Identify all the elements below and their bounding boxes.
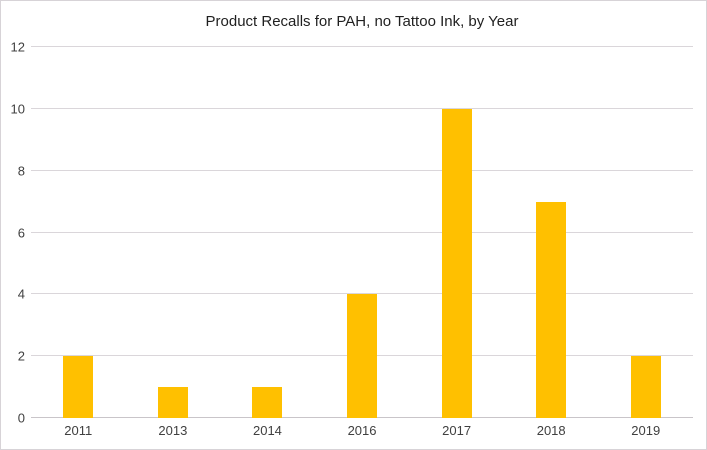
x-tick-label-2013: 2013 [158, 423, 188, 438]
y-tick-label-8: 8 [17, 163, 25, 179]
bar-2013 [157, 387, 188, 418]
x-tick-label-2011: 2011 [64, 423, 93, 438]
bars [31, 47, 693, 418]
gridline-10 [31, 107, 693, 109]
y-tick-label-4: 4 [17, 286, 25, 302]
chart-title: Product Recalls for PAH, no Tattoo Ink, … [205, 13, 519, 30]
bar-2019 [630, 356, 661, 418]
y-tick-label-0: 0 [17, 410, 25, 426]
bar-2018 [536, 201, 567, 418]
bar-column-2016 [315, 47, 410, 418]
y-tick-label-10: 10 [10, 101, 25, 117]
x-tick-label-2017: 2017 [442, 423, 472, 438]
gridline-12 [31, 46, 693, 47]
bar-2016 [347, 294, 378, 418]
x-tick-label-2014: 2014 [252, 423, 282, 438]
bar-column-2017 [409, 47, 504, 418]
bar-column-2011 [31, 47, 126, 418]
y-tick-label-12: 12 [10, 39, 25, 55]
gridline-6 [31, 231, 693, 233]
x-axis: 2011 2013 2014 2016 2017 2018 2019 [31, 424, 693, 437]
bar-2017 [441, 108, 472, 418]
bar-2011 [63, 356, 94, 418]
gridline-8 [31, 169, 693, 171]
plot-area [31, 46, 693, 418]
bar-column-2019 [598, 47, 693, 418]
gridline-4 [31, 293, 693, 295]
x-tick-label-2019: 2019 [631, 423, 661, 438]
bar-column-2014 [220, 47, 315, 418]
x-tick-label-2016: 2016 [347, 423, 377, 438]
y-axis: 0 2 4 6 8 10 12 [1, 41, 25, 425]
y-tick-label-2: 2 [17, 348, 25, 364]
y-tick-label-6: 6 [17, 225, 25, 240]
x-tick-label-2018: 2018 [536, 423, 566, 438]
bar-2014 [252, 387, 283, 418]
bar-column-2018 [504, 47, 599, 418]
bar-column-2013 [126, 47, 221, 418]
